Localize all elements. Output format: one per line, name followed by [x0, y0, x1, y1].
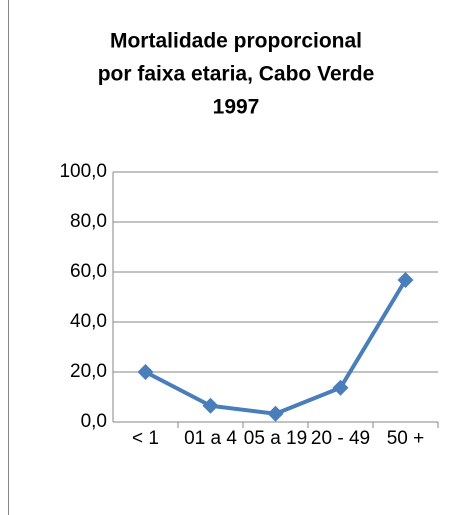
- marker: [332, 379, 349, 396]
- y-tick-label: 80,0: [70, 211, 107, 232]
- x-tick-label: < 1: [132, 428, 159, 449]
- line: [144, 278, 408, 416]
- y-tick-label: 100,0: [59, 161, 107, 182]
- marker: [267, 405, 284, 422]
- marker: [397, 272, 414, 288]
- y-tick-label: 40,0: [70, 311, 107, 332]
- y-tick-label: 0,0: [81, 411, 107, 432]
- x-tick-label: 50 +: [386, 428, 425, 449]
- chart-title: Mortalidade proporcional: [110, 30, 362, 53]
- chart-title: por faixa etaria, Cabo Verde: [98, 63, 375, 86]
- chart-title: 1997: [213, 96, 260, 119]
- x-tick-label: 05 a 19: [243, 428, 308, 449]
- marker: [202, 397, 219, 414]
- x-tick-label: 20 - 49: [310, 428, 371, 449]
- y-tick-label: 60,0: [70, 261, 107, 282]
- x-tick-label: 01 a 4: [184, 428, 237, 449]
- y-tick-label: 20,0: [70, 361, 107, 382]
- marker: [137, 364, 154, 380]
